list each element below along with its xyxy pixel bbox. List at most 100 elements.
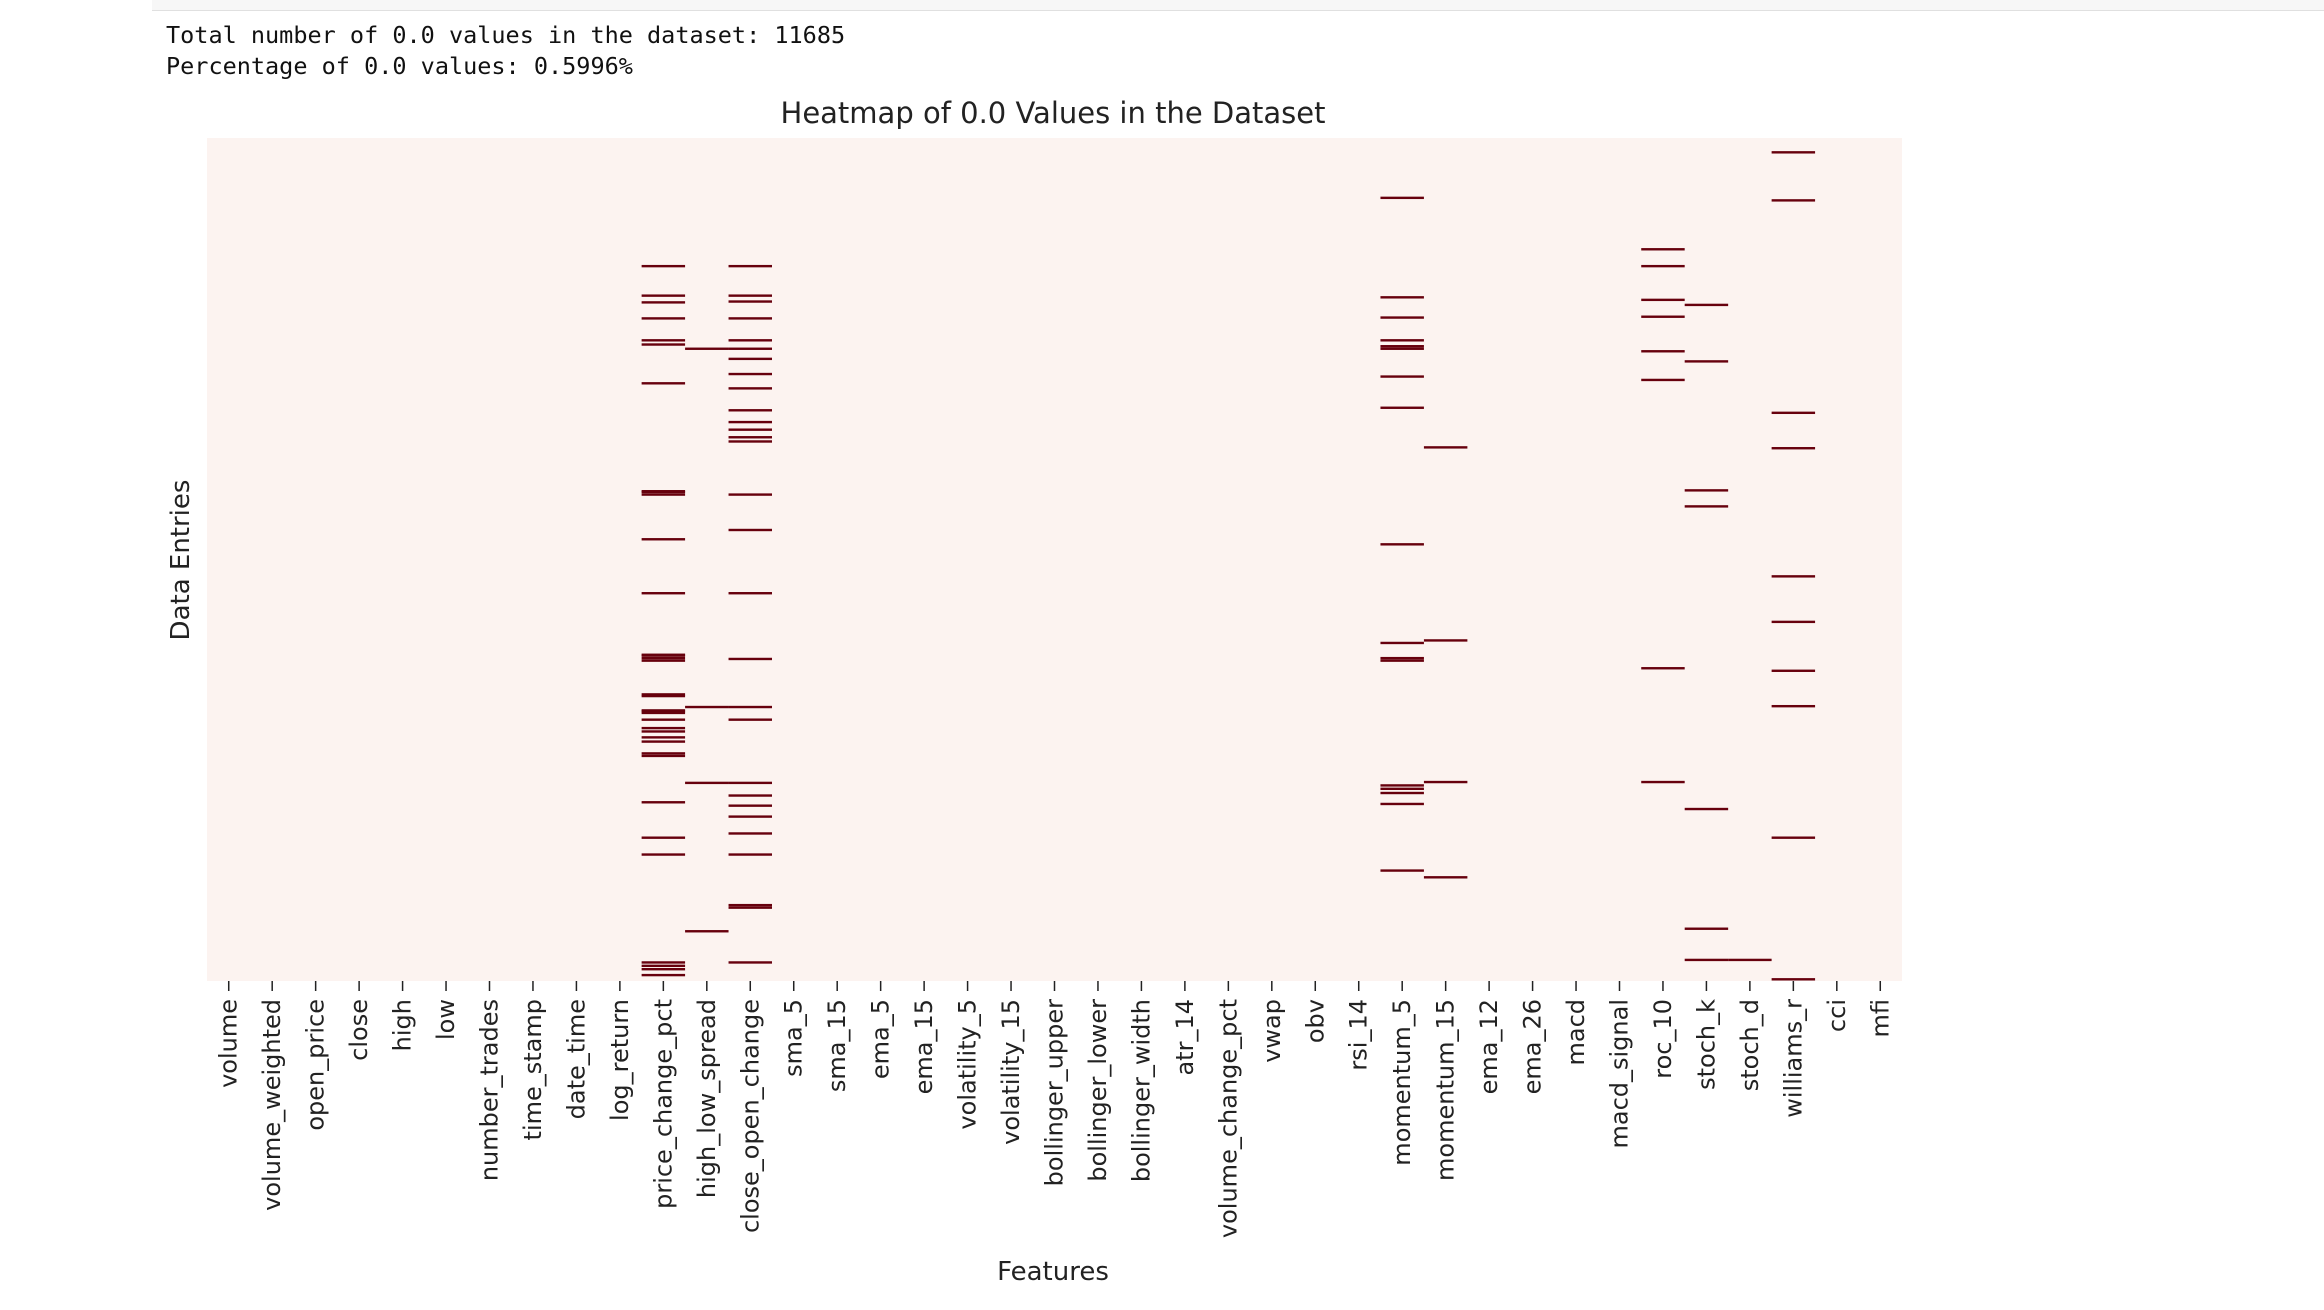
zero-mark-close_open_change-21 [728, 794, 772, 797]
zero-mark-close_open_change-4 [728, 339, 772, 342]
x-tick-label-vwap: vwap [1258, 999, 1286, 1063]
zero-mark-price_change_pct-3 [641, 317, 686, 320]
x-tick-label-log_return: log_return [606, 999, 634, 1121]
chart-title: Heatmap of 0.0 Values in the Dataset [781, 96, 1326, 130]
x-tick-label-close: close [345, 999, 373, 1061]
zero-mark-close_open_change-26 [728, 903, 772, 907]
zero-mark-close_open_change-0 [728, 264, 772, 268]
x-tick-label-macd: macd [1562, 999, 1590, 1066]
zero-mark-williams_r-1 [1771, 199, 1816, 202]
zero-mark-roc_10-1 [1641, 264, 1685, 268]
x-tick-label-bollinger_lower: bollinger_lower [1084, 999, 1112, 1182]
x-tick-label-stoch_k: stoch_k [1692, 999, 1720, 1090]
zero-mark-momentum_15-3 [1423, 876, 1468, 879]
zero-mark-close_open_change-13 [728, 440, 772, 443]
zero-mark-stoch_k-3 [1684, 505, 1729, 508]
zero-mark-price_change_pct-28 [641, 801, 686, 804]
zero-mark-close_open_change-1 [728, 294, 772, 297]
zero-mark-momentum_5-14 [1380, 791, 1424, 795]
zero-mark-close_open_change-10 [728, 420, 772, 424]
x-tick-label-mfi: mfi [1866, 999, 1894, 1038]
zero-mark-stoch_k-5 [1684, 927, 1729, 930]
zero-mark-high_low_spread-3 [685, 930, 729, 933]
zero-mark-close_open_change-5 [728, 347, 772, 350]
zero-mark-momentum_5-10 [1380, 656, 1424, 660]
zero-mark-price_change_pct-16 [641, 693, 686, 696]
zero-mark-momentum_5-7 [1380, 406, 1424, 409]
zero-mark-close_open_change-17 [728, 657, 772, 661]
zero-mark-high_low_spread-0 [685, 347, 729, 350]
zero-mark-momentum_5-9 [1380, 641, 1424, 645]
x-tick-label-date_time: date_time [562, 999, 590, 1119]
x-tick-label-high: high [389, 999, 417, 1051]
zero-mark-close_open_change-14 [728, 493, 772, 496]
x-tick-label-atr_14: atr_14 [1171, 999, 1199, 1076]
zero-mark-close_open_change-16 [728, 592, 772, 595]
zero-mark-price_change_pct-24 [641, 736, 686, 739]
zero-mark-momentum_5-2 [1380, 316, 1424, 319]
zero-mark-close_open_change-8 [728, 387, 772, 390]
zero-mark-close_open_change-6 [728, 357, 772, 361]
x-tick-label-volatility_5: volatility_5 [954, 999, 982, 1130]
zero-mark-price_change_pct-22 [641, 726, 686, 730]
zero-mark-price_change_pct-14 [641, 656, 686, 660]
zero-mark-stoch_k-4 [1684, 807, 1729, 811]
zero-mark-roc_10-6 [1641, 667, 1685, 670]
x-tick-label-williams_r: williams_r [1779, 999, 1807, 1118]
zero-mark-close_open_change-11 [728, 428, 772, 431]
x-tick-label-volume_weighted: volume_weighted [258, 999, 286, 1211]
zero-mark-stoch_d-0 [1728, 958, 1772, 962]
zero-mark-roc_10-0 [1641, 248, 1685, 251]
zero-mark-close_open_change-9 [728, 409, 772, 412]
x-tick-label-bollinger_width: bollinger_width [1127, 999, 1155, 1182]
zero-mark-price_change_pct-17 [641, 694, 686, 698]
x-tick-label-macd_signal: macd_signal [1606, 999, 1634, 1149]
zero-mark-close_open_change-12 [728, 436, 772, 439]
zero-mark-williams_r-2 [1771, 411, 1816, 415]
heatmap-plot-area [207, 138, 1902, 981]
x-tick-label-ema_26: ema_26 [1519, 999, 1547, 1094]
zero-mark-stoch_k-0 [1684, 303, 1729, 307]
zero-mark-price_change_pct-29 [641, 836, 686, 839]
zero-mark-close_open_change-2 [728, 300, 772, 303]
zero-mark-price_change_pct-0 [641, 264, 686, 268]
zero-mark-williams_r-6 [1771, 669, 1816, 672]
x-tick-label-momentum_15: momentum_15 [1432, 999, 1460, 1181]
heatmap-marks [641, 151, 1816, 981]
zero-mark-price_change_pct-23 [641, 730, 686, 733]
zero-mark-momentum_15-2 [1423, 780, 1468, 784]
x-tick-label-sma_5: sma_5 [780, 999, 808, 1077]
zero-mark-williams_r-7 [1771, 704, 1816, 708]
zero-mark-close_open_change-19 [728, 718, 772, 721]
x-tick-label-sma_15: sma_15 [823, 999, 851, 1092]
x-tick-label-rsi_14: rsi_14 [1345, 999, 1373, 1071]
zero-mark-momentum_5-5 [1380, 347, 1424, 350]
zero-mark-price_change_pct-10 [641, 538, 686, 541]
zero-mark-price_change_pct-19 [641, 710, 686, 713]
zero-mark-price_change_pct-8 [641, 490, 686, 494]
x-tick-label-volume_change_pct: volume_change_pct [1214, 999, 1242, 1238]
zero-percentage-line: Percentage of 0.0 values: 0.5996% [166, 52, 633, 80]
zero-mark-price_change_pct-30 [641, 853, 686, 856]
zero-mark-price_change_pct-9 [641, 493, 686, 496]
x-axis-ticks: volume volume_weighted open_price close high… [215, 981, 1894, 1238]
zero-mark-close_open_change-15 [728, 528, 772, 532]
zero-mark-close_open_change-18 [728, 705, 772, 709]
x-tick-label-price_change_pct: price_change_pct [649, 999, 677, 1209]
x-tick-label-volume: volume [215, 999, 243, 1088]
zero-mark-momentum_5-16 [1380, 869, 1424, 872]
cell-top-border [152, 0, 2324, 11]
zero-mark-momentum_5-12 [1380, 784, 1424, 787]
zero-mark-price_change_pct-6 [641, 382, 686, 385]
x-tick-label-ema_12: ema_12 [1475, 999, 1503, 1094]
zero-mark-price_change_pct-27 [641, 754, 686, 758]
x-tick-label-number_trades: number_trades [476, 999, 504, 1181]
zero-mark-price_change_pct-33 [641, 968, 686, 971]
x-tick-label-low: low [432, 999, 460, 1040]
x-tick-label-stoch_d: stoch_d [1736, 999, 1764, 1091]
zero-mark-close_open_change-22 [728, 804, 772, 807]
zero-mark-stoch_k-2 [1684, 489, 1729, 492]
zero-mark-price_change_pct-20 [641, 711, 686, 715]
zero-mark-momentum_5-13 [1380, 787, 1424, 790]
zero-mark-price_change_pct-1 [641, 294, 686, 297]
